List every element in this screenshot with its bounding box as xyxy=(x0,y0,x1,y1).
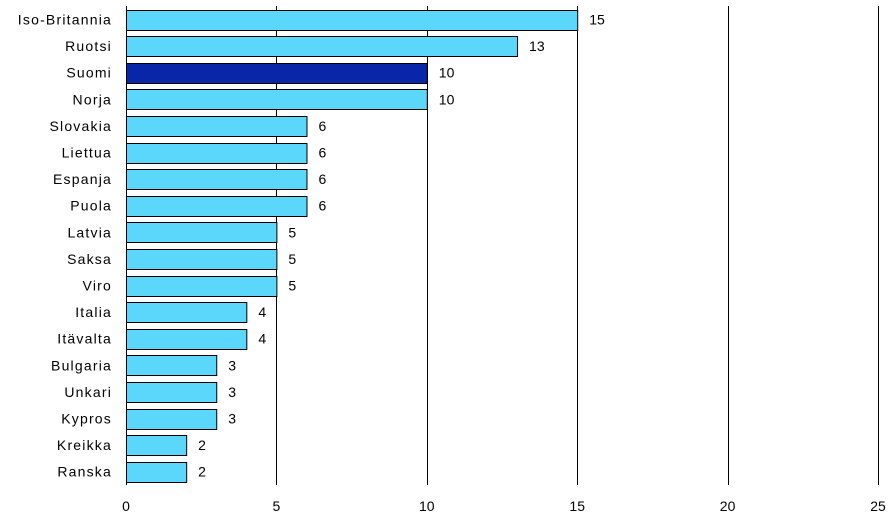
bar xyxy=(126,435,188,456)
category-label: Liettua xyxy=(62,145,112,161)
value-label: 10 xyxy=(439,65,455,81)
bar xyxy=(126,63,428,84)
category-label: Itävalta xyxy=(57,331,112,347)
bar xyxy=(126,276,278,297)
value-label: 2 xyxy=(198,437,206,453)
value-label: 4 xyxy=(258,304,266,320)
x-tick-label: 25 xyxy=(870,498,886,514)
value-label: 4 xyxy=(258,331,266,347)
value-label: 6 xyxy=(318,145,326,161)
value-label: 6 xyxy=(318,171,326,187)
x-tick-label: 10 xyxy=(419,498,435,514)
value-label: 15 xyxy=(589,12,605,28)
value-label: 5 xyxy=(288,278,296,294)
value-label: 10 xyxy=(439,91,455,107)
bar xyxy=(126,462,188,483)
value-label: 3 xyxy=(228,384,236,400)
category-label: Puola xyxy=(70,198,112,214)
bar xyxy=(126,89,428,110)
value-label: 2 xyxy=(198,464,206,480)
bar xyxy=(126,169,308,190)
value-labels: 15 13 10 10 6 6 6 6 5 5 5 4 4 3 3 3 2 2 xyxy=(198,12,605,480)
bar xyxy=(126,222,278,243)
bar xyxy=(126,10,579,31)
category-label: Norja xyxy=(73,91,112,107)
value-label: 3 xyxy=(228,411,236,427)
x-tick-label: 0 xyxy=(122,498,130,514)
bar xyxy=(126,329,248,350)
value-label: 6 xyxy=(318,198,326,214)
category-label: Saksa xyxy=(67,251,112,267)
category-label: Suomi xyxy=(66,65,112,81)
x-tick-label: 15 xyxy=(569,498,585,514)
category-label: Viro xyxy=(83,278,112,294)
bar xyxy=(126,302,248,323)
category-label: Kypros xyxy=(61,411,112,427)
category-label: Latvia xyxy=(67,224,112,240)
bar xyxy=(126,249,278,270)
value-label: 13 xyxy=(529,38,545,54)
value-label: 6 xyxy=(318,118,326,134)
category-label: Unkari xyxy=(64,384,112,400)
value-label: 5 xyxy=(288,224,296,240)
category-labels: Iso-Britannia Ruotsi Suomi Norja Slovakia Lie… xyxy=(18,12,112,480)
bars xyxy=(126,10,579,483)
bar xyxy=(126,355,218,376)
category-label: Bulgaria xyxy=(51,357,112,373)
category-label: Italia xyxy=(75,304,112,320)
x-tick-label: 20 xyxy=(720,498,736,514)
category-label: Ranska xyxy=(57,464,112,480)
x-tick-label: 5 xyxy=(273,498,281,514)
bar xyxy=(126,36,519,57)
category-label: Iso-Britannia xyxy=(18,12,112,28)
value-label: 3 xyxy=(228,357,236,373)
category-label: Kreikka xyxy=(57,437,112,453)
value-label: 5 xyxy=(288,251,296,267)
bar xyxy=(126,116,308,137)
bar xyxy=(126,196,308,217)
bar xyxy=(126,143,308,164)
bar xyxy=(126,409,218,430)
category-label: Ruotsi xyxy=(65,38,112,54)
category-label: Espanja xyxy=(53,171,112,187)
grid-lines xyxy=(126,6,879,485)
category-label: Slovakia xyxy=(49,118,112,134)
x-tick-labels: 0 5 10 15 20 25 xyxy=(122,498,886,514)
bar xyxy=(126,382,218,403)
